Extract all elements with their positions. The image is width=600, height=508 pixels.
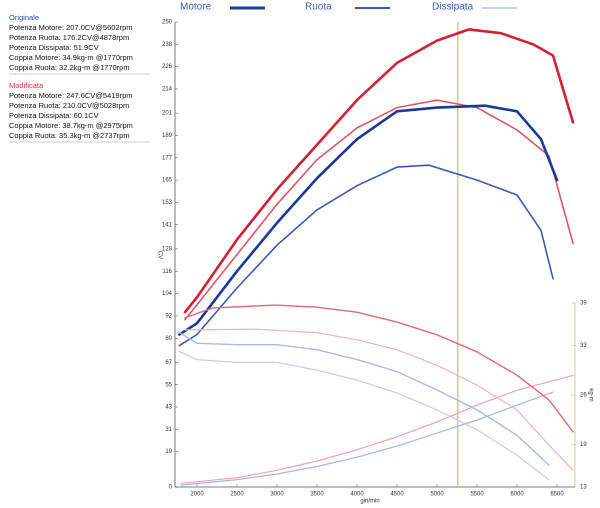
y2-tick-label: 26 xyxy=(580,393,587,399)
y-tick-label: 43 xyxy=(165,405,172,411)
series-line xyxy=(178,350,550,481)
y-tick-label: 67 xyxy=(165,360,172,366)
legend-label: Dissipata xyxy=(432,2,474,13)
series-line xyxy=(178,164,554,347)
summary-line: Potenza Dissipata: 51.9CV xyxy=(9,43,99,52)
y-tick-label: 153 xyxy=(162,200,173,206)
x-axis-label: giri/min xyxy=(360,499,379,505)
y-tick-label: 141 xyxy=(162,222,173,228)
y-tick-label: 55 xyxy=(165,382,172,388)
y-tick-label: 0 xyxy=(169,485,173,491)
summary-line: Coppia Ruota: 32.2kg-m @1770rpm xyxy=(9,63,130,72)
x-tick-label: 3000 xyxy=(270,492,284,498)
summary-line: Potenza Motore: 207.0CV@5602rpm xyxy=(9,23,133,32)
y-tick-label: 189 xyxy=(162,133,173,139)
x-tick-label: 2500 xyxy=(230,492,244,498)
summary-line: Potenza Dissipata: 60.1CV xyxy=(9,111,99,120)
y-tick-label: 250 xyxy=(162,20,173,26)
y-tick-label: 80 xyxy=(165,336,172,342)
y2-tick-label: 19 xyxy=(580,442,587,448)
legend-label: Motore xyxy=(180,2,212,13)
summary-line: Potenza Motore: 247.6CV@5419rpm xyxy=(9,91,133,100)
y-tick-label: 201 xyxy=(162,111,173,117)
summary-line: Coppia Motore: 38.7kg-m @2975rpm xyxy=(9,121,133,130)
y-tick-label: 238 xyxy=(162,42,173,48)
series-line xyxy=(184,328,574,471)
y2-tick-label: 13 xyxy=(580,485,587,491)
y-tick-label: 31 xyxy=(165,427,172,433)
legend-label: Ruota xyxy=(305,2,332,13)
series-line xyxy=(184,304,574,433)
summary-title: Originale xyxy=(9,13,39,22)
x-tick-label: 6000 xyxy=(510,492,524,498)
y-axis-label: CV xyxy=(156,251,162,259)
y2-tick-label: 39 xyxy=(580,301,587,307)
y2-axis-label: kg-m xyxy=(587,388,593,401)
x-tick-label: 4500 xyxy=(390,492,404,498)
x-tick-label: 6500 xyxy=(550,492,564,498)
y-tick-label: 128 xyxy=(162,246,173,252)
y-tick-label: 92 xyxy=(165,313,172,319)
series-line xyxy=(180,374,574,484)
y-tick-label: 104 xyxy=(162,291,173,297)
series-line xyxy=(184,99,574,321)
x-tick-label: 4000 xyxy=(350,492,364,498)
series-line xyxy=(177,331,550,466)
x-tick-label: 5500 xyxy=(470,492,484,498)
summary-title: Modificata xyxy=(9,81,44,90)
series-line xyxy=(180,391,554,486)
y-tick-label: 214 xyxy=(162,87,173,93)
y-tick-label: 177 xyxy=(162,155,173,161)
y-tick-label: 116 xyxy=(162,269,172,275)
series-line xyxy=(183,28,575,314)
x-tick-label: 3500 xyxy=(310,492,324,498)
x-tick-label: 2000 xyxy=(190,492,204,498)
summary-line: Potenza Ruota: 176.2CV@4878rpm xyxy=(9,33,129,42)
y2-tick-label: 33 xyxy=(580,343,587,349)
summary-line: Coppia Motore: 34.9kg-m @1770rpm xyxy=(9,53,133,62)
y-tick-label: 165 xyxy=(162,178,173,184)
summary-line: Coppia Ruota: 35.3kg-m @2737rpm xyxy=(9,131,130,140)
y-tick-label: 19 xyxy=(165,449,172,455)
summary-line: Potenza Ruota: 210.0CV@5028rpm xyxy=(9,101,129,110)
y-tick-label: 226 xyxy=(162,64,173,70)
series-line xyxy=(178,104,559,336)
x-tick-label: 5000 xyxy=(430,492,444,498)
